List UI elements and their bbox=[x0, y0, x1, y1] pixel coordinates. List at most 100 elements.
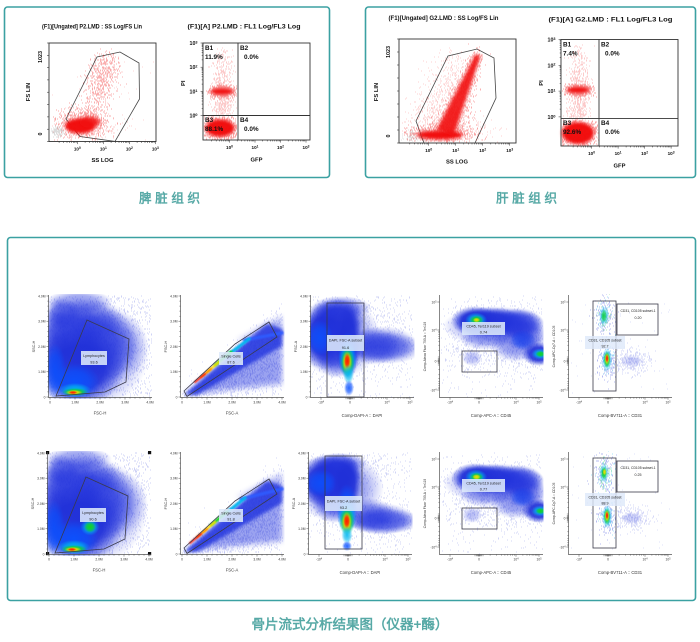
svg-text:87.6: 87.6 bbox=[227, 360, 234, 364]
svg-text:2.0M: 2.0M bbox=[37, 502, 45, 506]
svg-text:0.25: 0.25 bbox=[635, 473, 642, 477]
svg-text:103: 103 bbox=[303, 144, 310, 150]
svg-text:-104: -104 bbox=[559, 545, 566, 549]
svg-text:-104: -104 bbox=[576, 401, 583, 405]
svg-text:B3: B3 bbox=[205, 117, 214, 124]
svg-text:3.0M: 3.0M bbox=[170, 477, 178, 481]
svg-text:-104: -104 bbox=[559, 388, 566, 392]
svg-text:0: 0 bbox=[435, 359, 437, 363]
svg-text:2.0M: 2.0M bbox=[170, 345, 178, 349]
svg-text:7.4%: 7.4% bbox=[563, 51, 578, 58]
svg-text:SS LOG: SS LOG bbox=[92, 158, 114, 164]
svg-text:B1: B1 bbox=[563, 42, 572, 49]
svg-text:11.9%: 11.9% bbox=[205, 54, 223, 61]
svg-text:CD45, Ter119 subset: CD45, Ter119 subset bbox=[466, 324, 500, 328]
svg-text:104: 104 bbox=[383, 558, 389, 562]
svg-text:GFP: GFP bbox=[251, 158, 263, 164]
svg-text:1.0M: 1.0M bbox=[38, 370, 46, 374]
svg-text:(F1)[A] P2.LMD : FL1 Log/FL3 L: (F1)[A] P2.LMD : FL1 Log/FL3 Log bbox=[188, 23, 301, 30]
svg-text:GFP: GFP bbox=[614, 164, 626, 170]
svg-text:Comp-BV711-A :: CD31: Comp-BV711-A :: CD31 bbox=[598, 570, 643, 575]
svg-text:101: 101 bbox=[100, 146, 107, 152]
svg-text:0: 0 bbox=[176, 395, 178, 399]
svg-text:0: 0 bbox=[48, 558, 50, 562]
svg-text:CD31, CD105 subset: CD31, CD105 subset bbox=[588, 496, 621, 500]
svg-text:100: 100 bbox=[588, 150, 595, 156]
svg-text:4.0M: 4.0M bbox=[278, 558, 286, 562]
svg-text:Comp-APC-Cy7-A :: CD105: Comp-APC-Cy7-A :: CD105 bbox=[552, 482, 556, 524]
svg-text:105: 105 bbox=[666, 558, 672, 562]
svg-text:4.0M: 4.0M bbox=[170, 294, 178, 298]
svg-text:0: 0 bbox=[181, 401, 183, 405]
svg-text:-104: -104 bbox=[316, 558, 323, 562]
svg-text:100: 100 bbox=[425, 147, 432, 153]
svg-text:Single Cells: Single Cells bbox=[221, 511, 241, 515]
svg-text:0: 0 bbox=[181, 558, 183, 562]
svg-text:93.6: 93.6 bbox=[90, 360, 97, 364]
svg-text:-104: -104 bbox=[447, 401, 454, 405]
svg-text:92.7: 92.7 bbox=[602, 345, 609, 349]
svg-text:B3: B3 bbox=[563, 120, 572, 127]
svg-text:0: 0 bbox=[43, 552, 45, 556]
svg-text:DAPI, FSC-A subset: DAPI, FSC-A subset bbox=[327, 499, 360, 503]
svg-text:101: 101 bbox=[615, 150, 622, 156]
svg-text:骨片流式分析结果图（仪器+酶）: 骨片流式分析结果图（仪器+酶） bbox=[252, 616, 449, 632]
svg-text:0: 0 bbox=[304, 552, 306, 556]
svg-text:0.0%: 0.0% bbox=[605, 129, 620, 136]
svg-text:0: 0 bbox=[386, 135, 392, 138]
svg-text:0: 0 bbox=[607, 558, 609, 562]
svg-text:103: 103 bbox=[152, 146, 159, 152]
svg-text:100: 100 bbox=[74, 146, 81, 152]
svg-text:3.0M: 3.0M bbox=[121, 401, 129, 405]
svg-text:2.0M: 2.0M bbox=[228, 558, 236, 562]
svg-text:3.0M: 3.0M bbox=[170, 320, 178, 324]
svg-text:102: 102 bbox=[641, 150, 648, 156]
svg-text:0: 0 bbox=[347, 558, 349, 562]
svg-text:102: 102 bbox=[479, 147, 486, 153]
svg-text:-104: -104 bbox=[576, 558, 583, 562]
svg-text:4.0M: 4.0M bbox=[278, 401, 286, 405]
svg-text:Lymphocytes: Lymphocytes bbox=[83, 354, 105, 358]
svg-text:88.1%: 88.1% bbox=[205, 126, 223, 133]
svg-text:SS LOG: SS LOG bbox=[446, 160, 468, 166]
svg-text:1.0M: 1.0M bbox=[170, 370, 178, 374]
svg-text:FSC-H: FSC-H bbox=[93, 568, 106, 573]
svg-text:(F1)[Ungated] G2.LMD : SS Log/: (F1)[Ungated] G2.LMD : SS Log/FS Lin bbox=[389, 15, 499, 22]
svg-text:Lymphocytes: Lymphocytes bbox=[82, 511, 104, 515]
svg-text:脾脏组织: 脾脏组织 bbox=[139, 191, 200, 206]
svg-text:0: 0 bbox=[176, 552, 178, 556]
svg-text:Comp-APC-Cy7-A :: CD105: Comp-APC-Cy7-A :: CD105 bbox=[552, 325, 556, 367]
svg-text:Comp-BV711-A :: CD31: Comp-BV711-A :: CD31 bbox=[598, 413, 643, 418]
svg-text:102: 102 bbox=[190, 65, 198, 72]
svg-text:105: 105 bbox=[537, 558, 543, 562]
svg-text:105: 105 bbox=[537, 401, 543, 405]
svg-text:CD31, CD105 subset-1: CD31, CD105 subset-1 bbox=[620, 466, 655, 470]
svg-text:Comp-DAPI-A :: DAPI: Comp-DAPI-A :: DAPI bbox=[342, 413, 383, 418]
svg-text:0: 0 bbox=[478, 558, 480, 562]
svg-text:FSC-A: FSC-A bbox=[226, 568, 239, 573]
svg-text:B4: B4 bbox=[240, 117, 249, 124]
svg-text:Comp-Alexa Fluor 700-A :: Ter1: Comp-Alexa Fluor 700-A :: Ter119 bbox=[423, 322, 427, 372]
svg-text:4.0M: 4.0M bbox=[170, 451, 178, 455]
svg-text:B4: B4 bbox=[601, 120, 610, 127]
svg-text:肝脏组织: 肝脏组织 bbox=[496, 191, 557, 206]
svg-text:CD31, CD105 subset-1: CD31, CD105 subset-1 bbox=[620, 309, 655, 313]
svg-text:B2: B2 bbox=[240, 45, 249, 52]
svg-text:CD45, Ter119 subset: CD45, Ter119 subset bbox=[466, 481, 500, 485]
svg-text:CD31, CD105 subset: CD31, CD105 subset bbox=[588, 339, 621, 343]
svg-text:105: 105 bbox=[666, 401, 672, 405]
svg-text:2.0M: 2.0M bbox=[96, 401, 104, 405]
svg-text:0.74: 0.74 bbox=[480, 330, 487, 334]
svg-text:1.0M: 1.0M bbox=[71, 401, 79, 405]
svg-text:SSC-H: SSC-H bbox=[32, 340, 36, 352]
svg-text:0: 0 bbox=[478, 401, 480, 405]
svg-text:1.0M: 1.0M bbox=[203, 558, 211, 562]
svg-text:2.0M: 2.0M bbox=[170, 502, 178, 506]
svg-text:PI: PI bbox=[539, 80, 545, 86]
svg-text:101: 101 bbox=[252, 144, 259, 150]
svg-text:103: 103 bbox=[506, 147, 513, 153]
svg-text:0.0%: 0.0% bbox=[244, 126, 259, 133]
svg-text:FS LIN: FS LIN bbox=[374, 83, 380, 101]
svg-text:105: 105 bbox=[561, 457, 567, 461]
svg-text:104: 104 bbox=[514, 401, 520, 405]
